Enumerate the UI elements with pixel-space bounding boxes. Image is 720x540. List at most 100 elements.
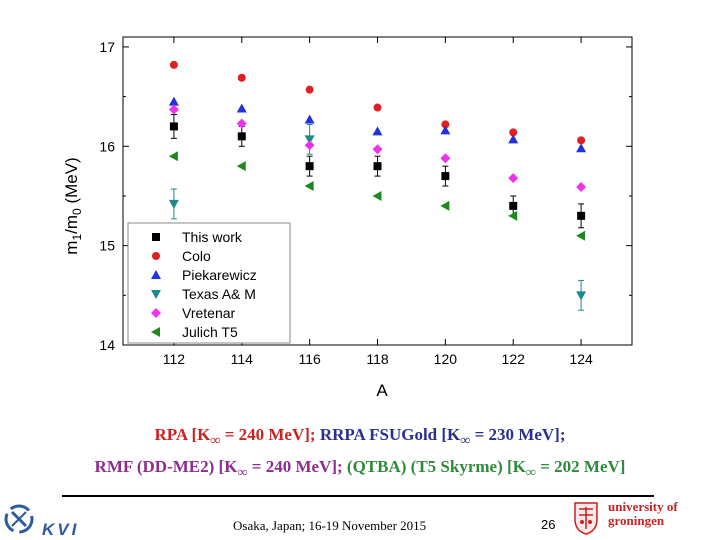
legend-marker	[151, 290, 161, 299]
legend-label: This work	[182, 229, 243, 245]
y-axis-label-part: 0	[70, 208, 84, 215]
data-point	[305, 85, 314, 94]
data-point	[372, 126, 383, 136]
data-point	[440, 125, 451, 135]
data-point	[441, 120, 450, 129]
footer-divider	[62, 495, 654, 497]
caption-text: RMF (DD-ME2) [K	[94, 457, 238, 476]
data-point	[508, 210, 518, 221]
legend: This work Colo Piekarewicz Texas A& M Vreten…	[127, 222, 291, 344]
caption-text: = 240 MeV];	[247, 457, 347, 476]
data-point	[440, 200, 450, 211]
caption-rmf: RMF (DD-ME2) [K∞ = 240 MeV];	[94, 457, 347, 480]
university-line-2: groningen	[608, 513, 665, 528]
data-point	[168, 104, 179, 115]
x-tick-label: 120	[434, 351, 458, 367]
data-point	[577, 136, 586, 145]
data-point	[577, 211, 586, 220]
legend-label: Texas A& M	[182, 286, 256, 302]
page-number: 26	[541, 517, 556, 532]
caption-text: = 230 MeV];	[470, 425, 566, 444]
series-piekarewicz	[168, 96, 587, 153]
series-julich-t5	[168, 151, 586, 241]
data-point	[304, 135, 315, 145]
data-point	[168, 151, 178, 162]
x-tick-label: 114	[231, 351, 254, 367]
x-tick-label: 116	[298, 351, 321, 367]
y-axis-label: m1/m0 (MeV)	[62, 157, 84, 254]
y-tick-label: 16	[99, 138, 115, 154]
data-point	[576, 291, 587, 301]
data-point	[508, 134, 519, 144]
caption-line-2: RMF (DD-ME2) [K∞ = 240 MeV]; (QTBA) (T5 …	[0, 457, 720, 481]
y-axis-label-part: (MeV)	[62, 157, 81, 208]
caption-rpa: RPA [K∞ = 240 MeV];	[154, 425, 320, 448]
caption-text: RPA [K	[154, 425, 211, 444]
data-point	[169, 60, 178, 69]
y-tick-label: 15	[99, 238, 115, 254]
caption-text: = 202 MeV]	[535, 457, 626, 476]
y-tick-label: 14	[99, 337, 115, 353]
data-point	[237, 132, 246, 141]
caption-text: ∞	[210, 432, 221, 449]
legend-box	[127, 222, 291, 344]
legend-label: Julich T5	[182, 324, 238, 340]
legend-marker	[152, 252, 160, 260]
caption-text: (QTBA) (T5 Skyrme) [K	[346, 457, 526, 476]
x-tick-label: 118	[366, 351, 389, 367]
x-tick-label: 112	[163, 351, 186, 367]
data-point	[237, 73, 246, 82]
university-seal-icon	[574, 502, 598, 535]
legend-label: Vretenar	[182, 305, 236, 321]
data-point	[304, 114, 315, 124]
x-tick-label: 124	[569, 351, 593, 367]
data-point	[304, 140, 315, 151]
legend-marker	[151, 327, 160, 337]
tick-layer: 112 114 116 118 120 122 124 14 15 16 17	[99, 37, 632, 367]
y-axis-label-part: m	[62, 241, 81, 255]
caption-text: RRPA FSUGold [K	[319, 425, 461, 444]
series-this-work	[169, 113, 586, 229]
data-point	[373, 162, 382, 171]
legend-marker	[151, 308, 161, 318]
data-point	[304, 181, 314, 192]
plot-frame	[122, 36, 633, 346]
data-point	[509, 201, 518, 210]
footer-location: Osaka, Japan; 16-19 November 2015	[233, 518, 427, 533]
caption-text: ∞	[460, 432, 471, 449]
caption-text: = 240 MeV];	[220, 425, 320, 444]
series-colo	[169, 60, 586, 145]
caption-qtba: (QTBA) (T5 Skyrme) [K∞ = 202 MeV]	[346, 457, 626, 480]
caption-text: ∞	[525, 464, 536, 481]
data-point	[236, 161, 246, 172]
y-axis-label-part: /m	[62, 215, 81, 234]
data-point	[441, 172, 450, 181]
data-point	[305, 162, 314, 171]
x-tick-label: 122	[502, 351, 526, 367]
series-texas-a-m	[168, 123, 587, 311]
data-point	[509, 128, 518, 137]
legend-label: Piekarewicz	[182, 267, 257, 283]
data-point	[576, 143, 587, 153]
y-tick-label: 17	[99, 39, 115, 55]
data-point	[168, 96, 179, 106]
data-point	[372, 190, 382, 201]
caption-line-1: RPA [K∞ = 240 MeV]; RRPA FSUGold [K∞ = 2…	[0, 425, 720, 449]
data-point	[168, 199, 179, 209]
series-vretenar	[168, 104, 587, 193]
kvi-text: KVI	[42, 520, 79, 538]
y-axis-label-part: 1	[70, 234, 84, 241]
chart: 112 114 116 118 120 122 124 14 15 16 17 This work C…	[62, 36, 633, 400]
data-point	[508, 173, 519, 184]
caption-rrpa: RRPA FSUGold [K∞ = 230 MeV];	[319, 425, 566, 448]
data-point	[169, 122, 178, 131]
data-marks	[168, 60, 587, 311]
data-point	[440, 153, 451, 164]
data-point	[236, 118, 247, 129]
university-line-1: university of	[608, 499, 678, 514]
data-point	[373, 103, 382, 112]
data-point	[236, 103, 247, 113]
data-point	[576, 230, 586, 241]
data-point	[576, 182, 587, 193]
legend-label: Colo	[182, 248, 211, 264]
